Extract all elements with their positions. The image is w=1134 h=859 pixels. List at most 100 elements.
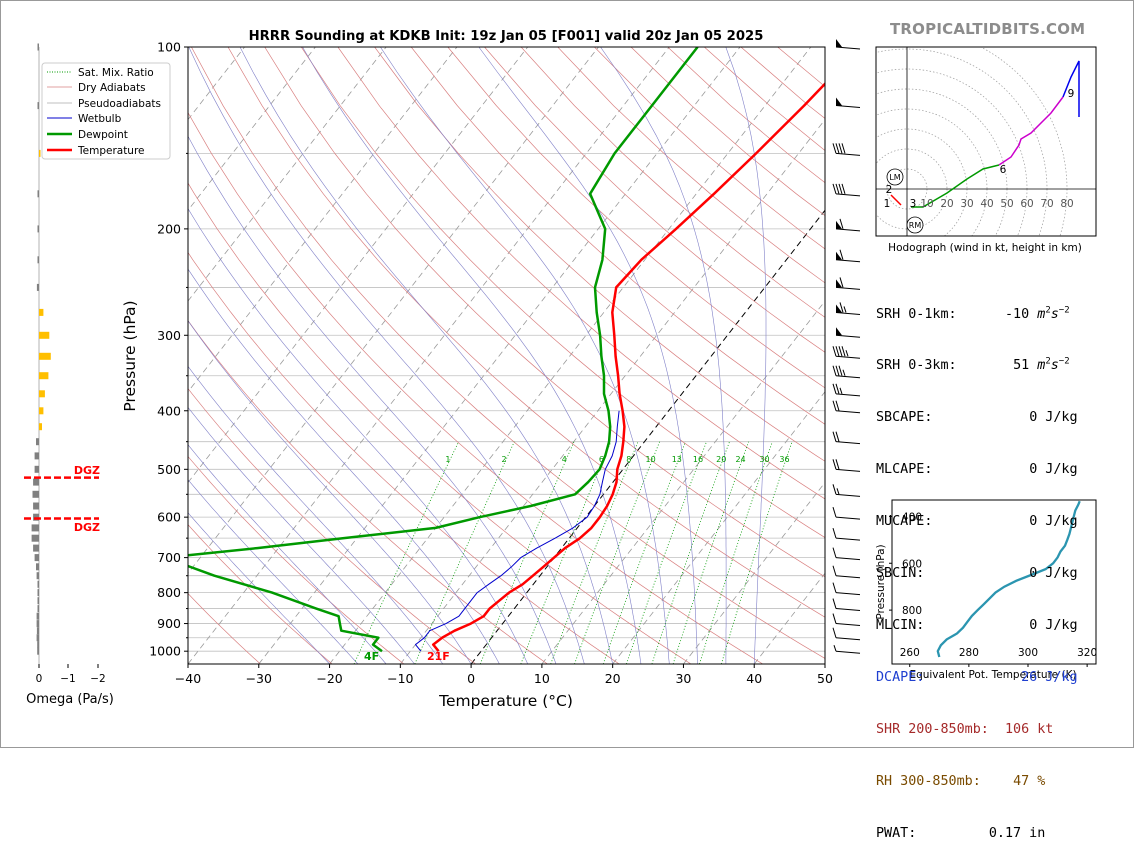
mix-ratio-label-16: 16 [693, 455, 703, 464]
barb-staff-850 [836, 609, 860, 611]
brand-logo-text: TROPICALTIDBITS.COM [890, 20, 1085, 38]
mix-ratio-line-24 [673, 442, 749, 664]
omega-bar-850 [38, 605, 40, 612]
dry-adiabat-310 [155, 47, 763, 664]
wind-barb-250 [836, 277, 860, 289]
wind-barbs [833, 39, 860, 653]
hodo-segment-6-9km [999, 97, 1063, 165]
wind-barb-225 [836, 250, 860, 262]
barb-half-550 [837, 488, 839, 494]
legend-pseudoadiabats: Pseudoadiabats [78, 98, 161, 110]
barb-full-175 [836, 184, 839, 194]
omega-bar-675 [33, 545, 39, 552]
barb-full-400 [833, 401, 836, 411]
skewt-legend: Sat. Mix. Ratio Dry Adiabats Pseudoadiab… [42, 63, 170, 159]
mix-ratio-label-30: 30 [759, 455, 769, 464]
omega-bar-550 [33, 491, 40, 498]
param-srh3: SRH 0-3km: 51 m2s−2 [876, 357, 1078, 374]
barb-half-350 [843, 370, 845, 376]
barb-full-500 [833, 459, 836, 469]
omega-tick-0: 0 [36, 673, 43, 685]
omega-bar-250 [37, 284, 39, 291]
wind-barb-325 [833, 346, 860, 358]
param-rh: RH 300-850mb: 47 % [876, 773, 1078, 790]
omega-bar-425 [39, 423, 42, 430]
ytick-label-5: 600 [157, 510, 181, 525]
barb-full-950 [833, 628, 836, 638]
surface-temperature-label: 21F [427, 650, 450, 663]
mix-ratio-line-36 [721, 442, 792, 664]
barb-half-325 [846, 350, 848, 356]
mix-ratio-label-8: 8 [626, 455, 631, 464]
hodo-height-label-6: 6 [1000, 164, 1007, 176]
barb-staff-500 [836, 469, 860, 471]
wind-barb-400 [833, 401, 860, 413]
barb-full-375 [833, 384, 836, 394]
pseudoadiabat-36 [601, 47, 727, 664]
mix-ratio-label-2: 2 [501, 455, 506, 464]
hodo-ring-label-80: 80 [1060, 198, 1073, 210]
hodo-ring-label-60: 60 [1020, 198, 1033, 210]
omega-bar-375 [39, 390, 45, 397]
ytick-label-4: 500 [157, 462, 181, 477]
ytick-label-9: 1000 [149, 644, 181, 659]
ytick-label-1: 200 [157, 221, 181, 236]
barb-staff-100 [836, 47, 860, 49]
barb-full-400 [836, 401, 839, 411]
hodo-height-label-3: 3 [910, 198, 917, 210]
barb-pennant-300 [836, 327, 842, 335]
omega-bar-825 [38, 597, 40, 604]
omega-bar-275 [39, 309, 43, 316]
hodo-ring-label-70: 70 [1040, 198, 1053, 210]
barb-staff-900 [836, 624, 860, 626]
mix-ratio-line-30 [700, 442, 773, 664]
mix-ratio-label-13: 13 [672, 455, 682, 464]
param-shr: SHR 200-850mb: 106 kt [876, 721, 1078, 738]
barb-full-375 [836, 384, 839, 394]
barb-half-275 [844, 306, 846, 312]
omega-bar-800 [38, 589, 40, 596]
omega-bar-875 [37, 613, 39, 620]
barb-full-325 [836, 346, 839, 356]
barb-staff-400 [836, 411, 860, 413]
surface-dewpoint-label: 4F [364, 650, 379, 663]
mix-ratio-label-24: 24 [735, 455, 745, 464]
barb-staff-750 [836, 576, 860, 578]
omega-bar-750 [37, 572, 39, 579]
omega-bar-475 [35, 452, 39, 459]
isotherm--30 [259, 47, 740, 664]
omega-bar-200 [38, 225, 40, 232]
barb-staff-200 [836, 229, 860, 231]
omega-bar-525 [33, 479, 39, 486]
barb-full-175 [833, 184, 836, 194]
legend-wetbulb: Wetbulb [78, 113, 122, 125]
hodo-height-label-1: 1 [884, 198, 891, 210]
wind-barb-125 [836, 98, 860, 108]
wind-barb-600 [833, 507, 860, 519]
legend-mixratio: Sat. Mix. Ratio [78, 67, 154, 79]
barb-staff-300 [836, 335, 860, 337]
barb-staff-225 [836, 260, 860, 262]
hodo-rm-label: RM [909, 221, 922, 230]
hodo-ring-label-50: 50 [1000, 198, 1013, 210]
barb-full-350 [839, 366, 842, 376]
hodo-height-label-2: 2 [886, 184, 893, 196]
skewt-xlabel: Temperature (°C) [438, 692, 573, 710]
barb-staff-175 [836, 194, 860, 196]
xtick-label-2: −20 [316, 671, 342, 686]
omega-bar-300 [39, 332, 49, 339]
barb-half-1000 [834, 645, 836, 651]
wind-barb-1000 [834, 645, 860, 653]
omega-tick-1: −1 [60, 673, 75, 685]
wind-barb-500 [833, 459, 860, 471]
omega-xlabel: Omega (Pa/s) [26, 692, 114, 707]
wind-barb-100 [836, 39, 860, 49]
ytick-label-0: 100 [157, 40, 181, 55]
mix-ratio-label-10: 10 [646, 455, 656, 464]
barb-staff-800 [836, 593, 860, 595]
wind-barb-850 [833, 599, 860, 611]
wind-barb-350 [833, 366, 860, 378]
omega-tick-2: −2 [90, 673, 105, 685]
ytick-label-2: 300 [157, 328, 181, 343]
param-dcape: DCAPE: 26 J/kg [876, 669, 1078, 686]
